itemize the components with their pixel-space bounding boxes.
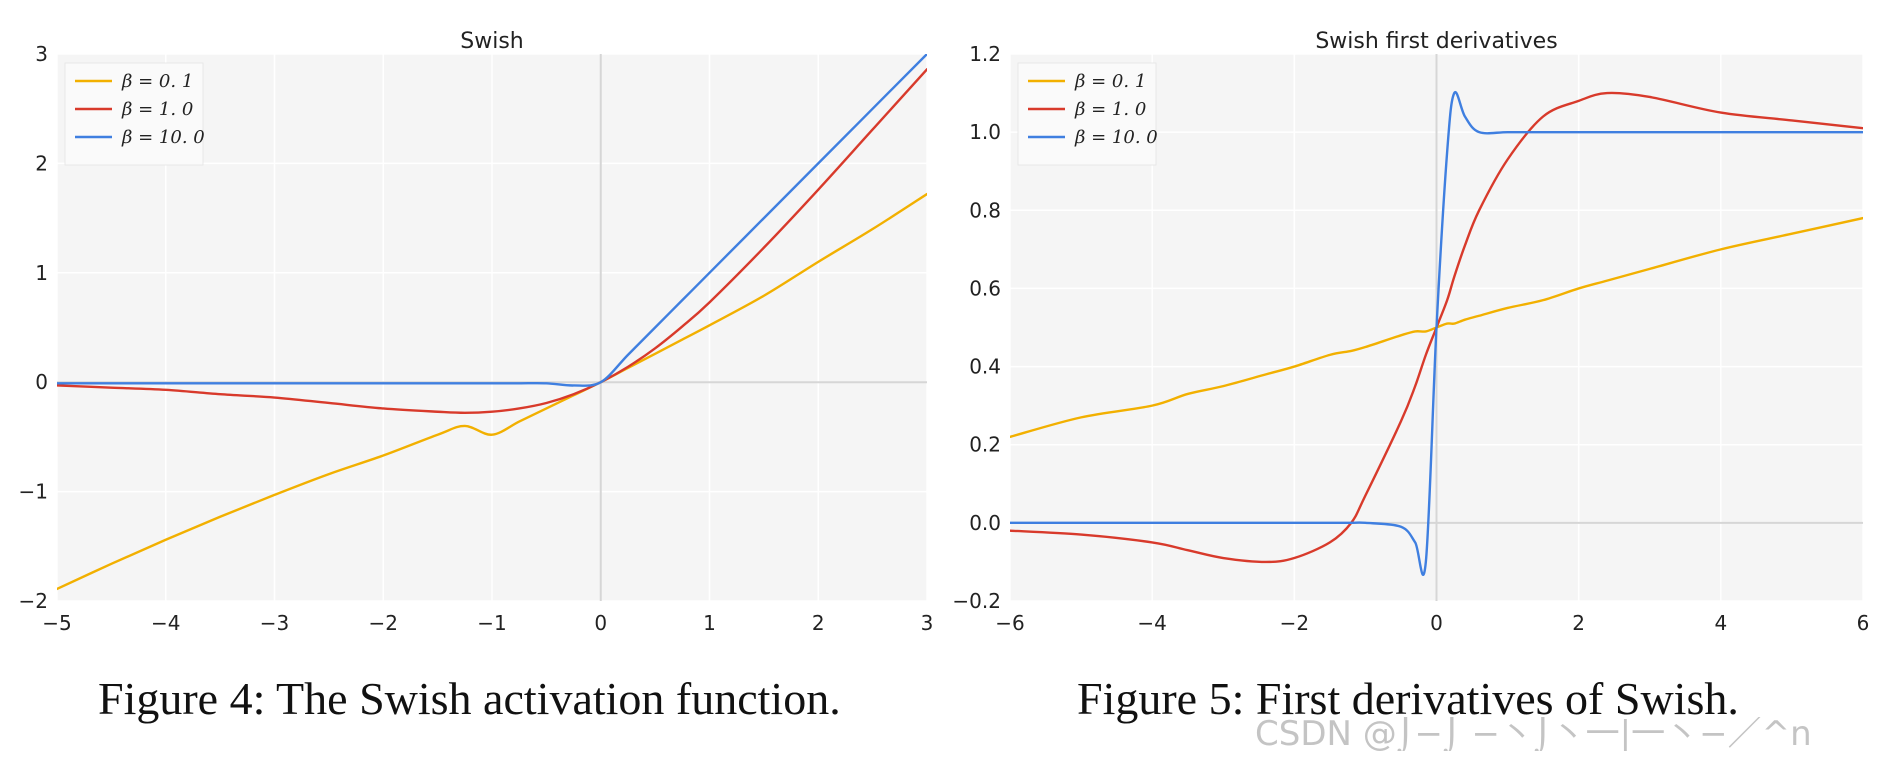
y-tick-label: 3 [35,42,48,66]
x-tick-label: −2 [369,611,398,635]
series-line-3 [1010,90,1863,576]
y-tick-label: 0.0 [969,511,1001,535]
y-tick-label: 2 [35,151,48,175]
x-tick-label: 4 [1714,611,1727,635]
csdn-watermark: CSDN @⌡−⌡ −丶⌡丶一|一丶−／^n [1255,717,1812,751]
y-tick-label: 0 [35,370,48,394]
x-tick-label: −4 [151,611,180,635]
y-tick-label: −2 [19,589,48,613]
x-tick-label: −2 [1280,611,1309,635]
chart-1: Swish −5 −4 −3 −2 −1 0 1 2 3 −2 −1 0 1 2 3 β = 0. 1 β = 1… [19,29,934,635]
series-line-1 [1010,216,1863,439]
legend-label-1: β = 0. 1 [121,71,193,92]
x-tick-label: 2 [1572,611,1585,635]
x-tick-label: 2 [812,611,825,635]
x-tick-label: −1 [477,611,506,635]
x-tick-label: 3 [921,611,934,635]
y-tick-label: 1.0 [969,120,1001,144]
y-tick-label: −0.2 [952,589,1001,613]
series-line-2 [1010,91,1863,564]
y-tick-label: 0.2 [969,433,1001,457]
x-tick-label: 0 [1430,611,1443,635]
legend-label-2: β = 1. 0 [1074,99,1146,120]
x-tick-label: 1 [703,611,716,635]
x-tick-label: 6 [1857,611,1870,635]
x-tick-label: 0 [594,611,607,635]
series-line-1 [57,192,927,591]
legend-label-2: β = 1. 0 [121,99,193,120]
series-line-2 [57,68,927,415]
figure-4-caption: Figure 4: The Swish activation function. [98,673,841,724]
chart-title: Swish first derivatives [1315,29,1557,54]
chart-2: Swish first derivatives −6 −4 −2 0 2 4 6 −0.2 0.0… [952,29,1869,635]
chart-title: Swish [460,29,523,54]
y-tick-label: 1.2 [969,42,1001,66]
x-tick-label: −4 [1137,611,1166,635]
x-tick-label: −6 [995,611,1024,635]
y-tick-label: 1 [35,261,48,285]
legend-label-3: β = 10. 0 [121,127,205,148]
y-tick-label: −1 [19,480,48,504]
y-tick-label: 0.6 [969,276,1001,300]
legend-label-3: β = 10. 0 [1074,127,1158,148]
legend-label-1: β = 0. 1 [1074,71,1146,92]
x-tick-label: −5 [42,611,71,635]
series-line-3 [57,54,927,387]
y-tick-label: 0.4 [969,355,1001,379]
y-tick-label: 0.8 [969,198,1001,222]
x-tick-label: −3 [260,611,289,635]
figure-5-caption: Figure 5: First derivatives of Swish. [1077,673,1739,724]
